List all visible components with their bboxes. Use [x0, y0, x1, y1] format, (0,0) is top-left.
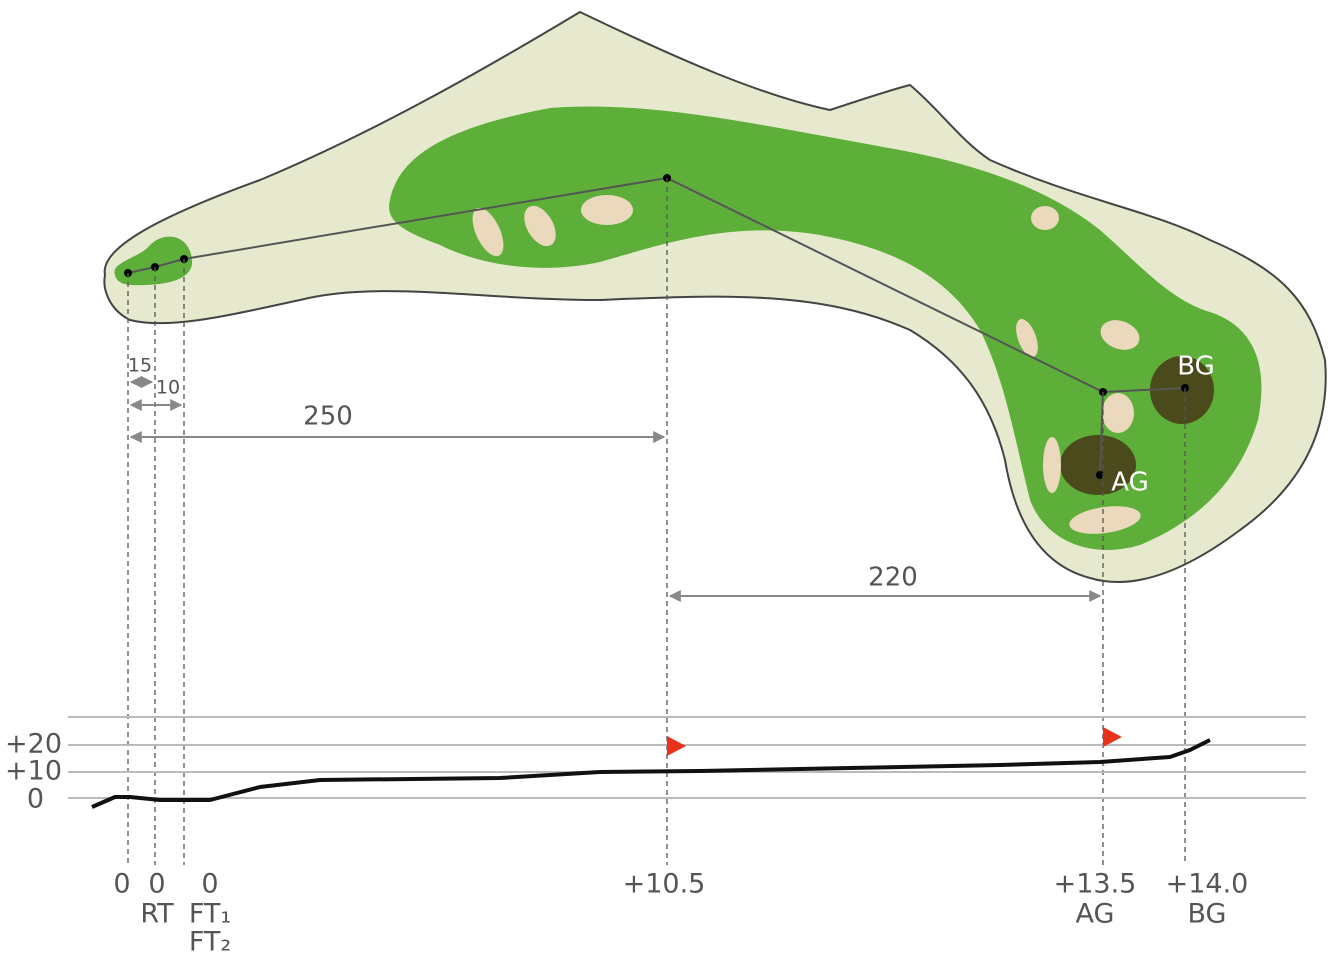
bunker	[1102, 393, 1134, 433]
green-label: AG	[1111, 468, 1148, 498]
point-label: BG	[1188, 899, 1227, 930]
play-line	[127, 176, 1186, 394]
distance: 15	[128, 355, 152, 377]
point	[1096, 471, 1104, 479]
flag	[667, 736, 686, 756]
bunker	[1100, 320, 1140, 350]
elevation-value: +14.0	[1166, 869, 1249, 900]
points	[124, 174, 1189, 479]
bunker	[524, 205, 556, 247]
bunker	[1069, 506, 1141, 534]
green-label: BG	[1177, 352, 1215, 382]
elevation-label: 0	[27, 784, 44, 815]
elevation-value: 0	[148, 869, 165, 900]
distance: 250	[303, 402, 353, 432]
elevation-value: +10.5	[623, 869, 706, 900]
elevation-value: 0	[201, 869, 218, 900]
bunker	[1016, 318, 1038, 358]
bunker	[1031, 206, 1059, 230]
distance: 220	[868, 563, 918, 593]
green	[1060, 435, 1136, 495]
elevation-value: +13.5	[1054, 869, 1137, 900]
point-label: FT₁	[189, 899, 231, 930]
bunker	[1043, 437, 1061, 493]
bunker	[581, 195, 633, 225]
flag	[1103, 727, 1122, 747]
point-label: AG	[1076, 899, 1115, 930]
distance: 10	[156, 377, 180, 399]
point-label: FT₂	[189, 927, 231, 957]
elevation-profile	[91, 738, 1211, 809]
elevation-label: +10	[5, 756, 62, 787]
tee	[114, 236, 193, 286]
elevation-label: +20	[5, 729, 62, 760]
elevation-value: 0	[113, 869, 130, 900]
bunker	[472, 207, 504, 257]
point-label: RT	[140, 899, 174, 930]
